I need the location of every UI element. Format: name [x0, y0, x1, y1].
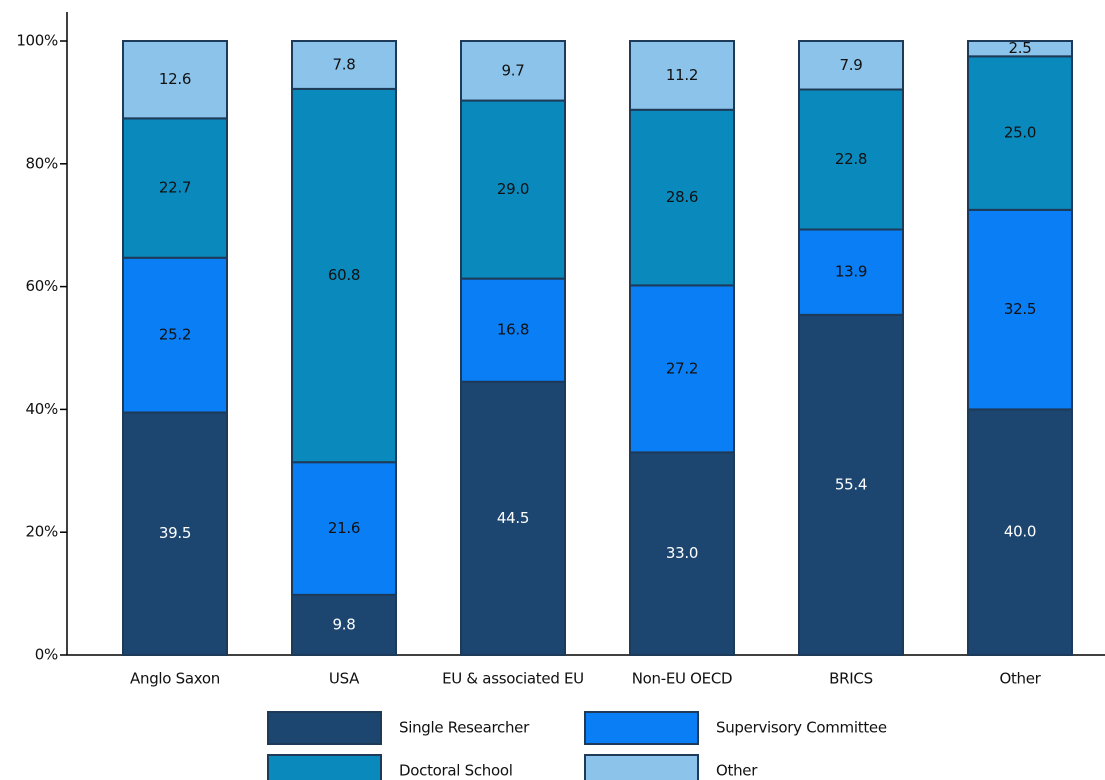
y-tick-label: 80%	[26, 154, 58, 172]
bar-segment	[122, 411, 228, 656]
data-label: 32.5	[1004, 300, 1036, 318]
data-label: 44.5	[497, 509, 529, 527]
data-label: 21.6	[328, 519, 360, 537]
bar-segment	[967, 408, 1073, 656]
data-label: 11.2	[666, 66, 698, 84]
legend-label: Doctoral School	[399, 762, 513, 780]
y-tick-label: 0%	[35, 646, 58, 664]
bar-segment	[460, 99, 566, 280]
x-tick-label: EU & associated EU	[442, 670, 584, 688]
data-label: 16.8	[497, 321, 529, 339]
data-label: 12.6	[159, 70, 191, 88]
data-label: 22.8	[835, 150, 867, 168]
data-label: 9.8	[333, 615, 356, 633]
bar-segment	[460, 380, 566, 656]
data-label: 60.8	[328, 266, 360, 284]
bar-segment	[798, 88, 904, 231]
x-tick-label: Non-EU OECD	[632, 670, 733, 688]
data-label: 9.7	[502, 61, 525, 79]
legend-label: Single Researcher	[399, 719, 530, 737]
data-label: 25.2	[159, 326, 191, 344]
legend-swatch	[267, 754, 382, 780]
bar-segment	[967, 55, 1073, 211]
legend-swatch	[584, 711, 699, 745]
data-label: 29.0	[497, 180, 529, 198]
bar-segment	[291, 40, 397, 90]
data-label: 28.6	[666, 188, 698, 206]
bar-segment	[798, 40, 904, 91]
data-label: 55.4	[835, 475, 867, 493]
bar-segment	[967, 40, 1073, 58]
data-label: 40.0	[1004, 523, 1036, 541]
bar-segment	[460, 277, 566, 383]
y-tick-label: 40%	[26, 400, 58, 418]
legend-swatch	[267, 711, 382, 745]
legend-label: Supervisory Committee	[716, 719, 887, 737]
legend-swatch	[584, 754, 699, 780]
x-tick-label: BRICS	[829, 670, 873, 688]
data-label: 22.7	[159, 179, 191, 197]
bar-segment	[291, 593, 397, 657]
x-tick-label: Anglo Saxon	[130, 670, 220, 688]
legend-label: Other	[716, 762, 758, 780]
data-label: 39.5	[159, 524, 191, 542]
data-label: 2.5	[1009, 39, 1032, 57]
bar-segment	[798, 228, 904, 316]
data-label: 25.0	[1004, 124, 1036, 142]
bar-segment	[122, 256, 228, 414]
bar-segment	[798, 313, 904, 656]
data-label: 7.9	[840, 56, 863, 74]
data-label: 13.9	[835, 263, 867, 281]
x-tick-label: USA	[329, 670, 360, 688]
bar-segment	[122, 40, 228, 120]
data-label: 33.0	[666, 544, 698, 562]
bar-segment	[629, 40, 735, 111]
data-label: 7.8	[333, 55, 356, 73]
bar-segment	[122, 117, 228, 259]
data-label: 27.2	[666, 359, 698, 377]
x-tick-label: Other	[999, 670, 1041, 688]
bar-segment	[460, 40, 566, 102]
y-tick-label: 60%	[26, 277, 58, 295]
bar-segment	[629, 451, 735, 656]
y-tick-label: 20%	[26, 523, 58, 541]
y-tick-label: 100%	[16, 32, 58, 50]
